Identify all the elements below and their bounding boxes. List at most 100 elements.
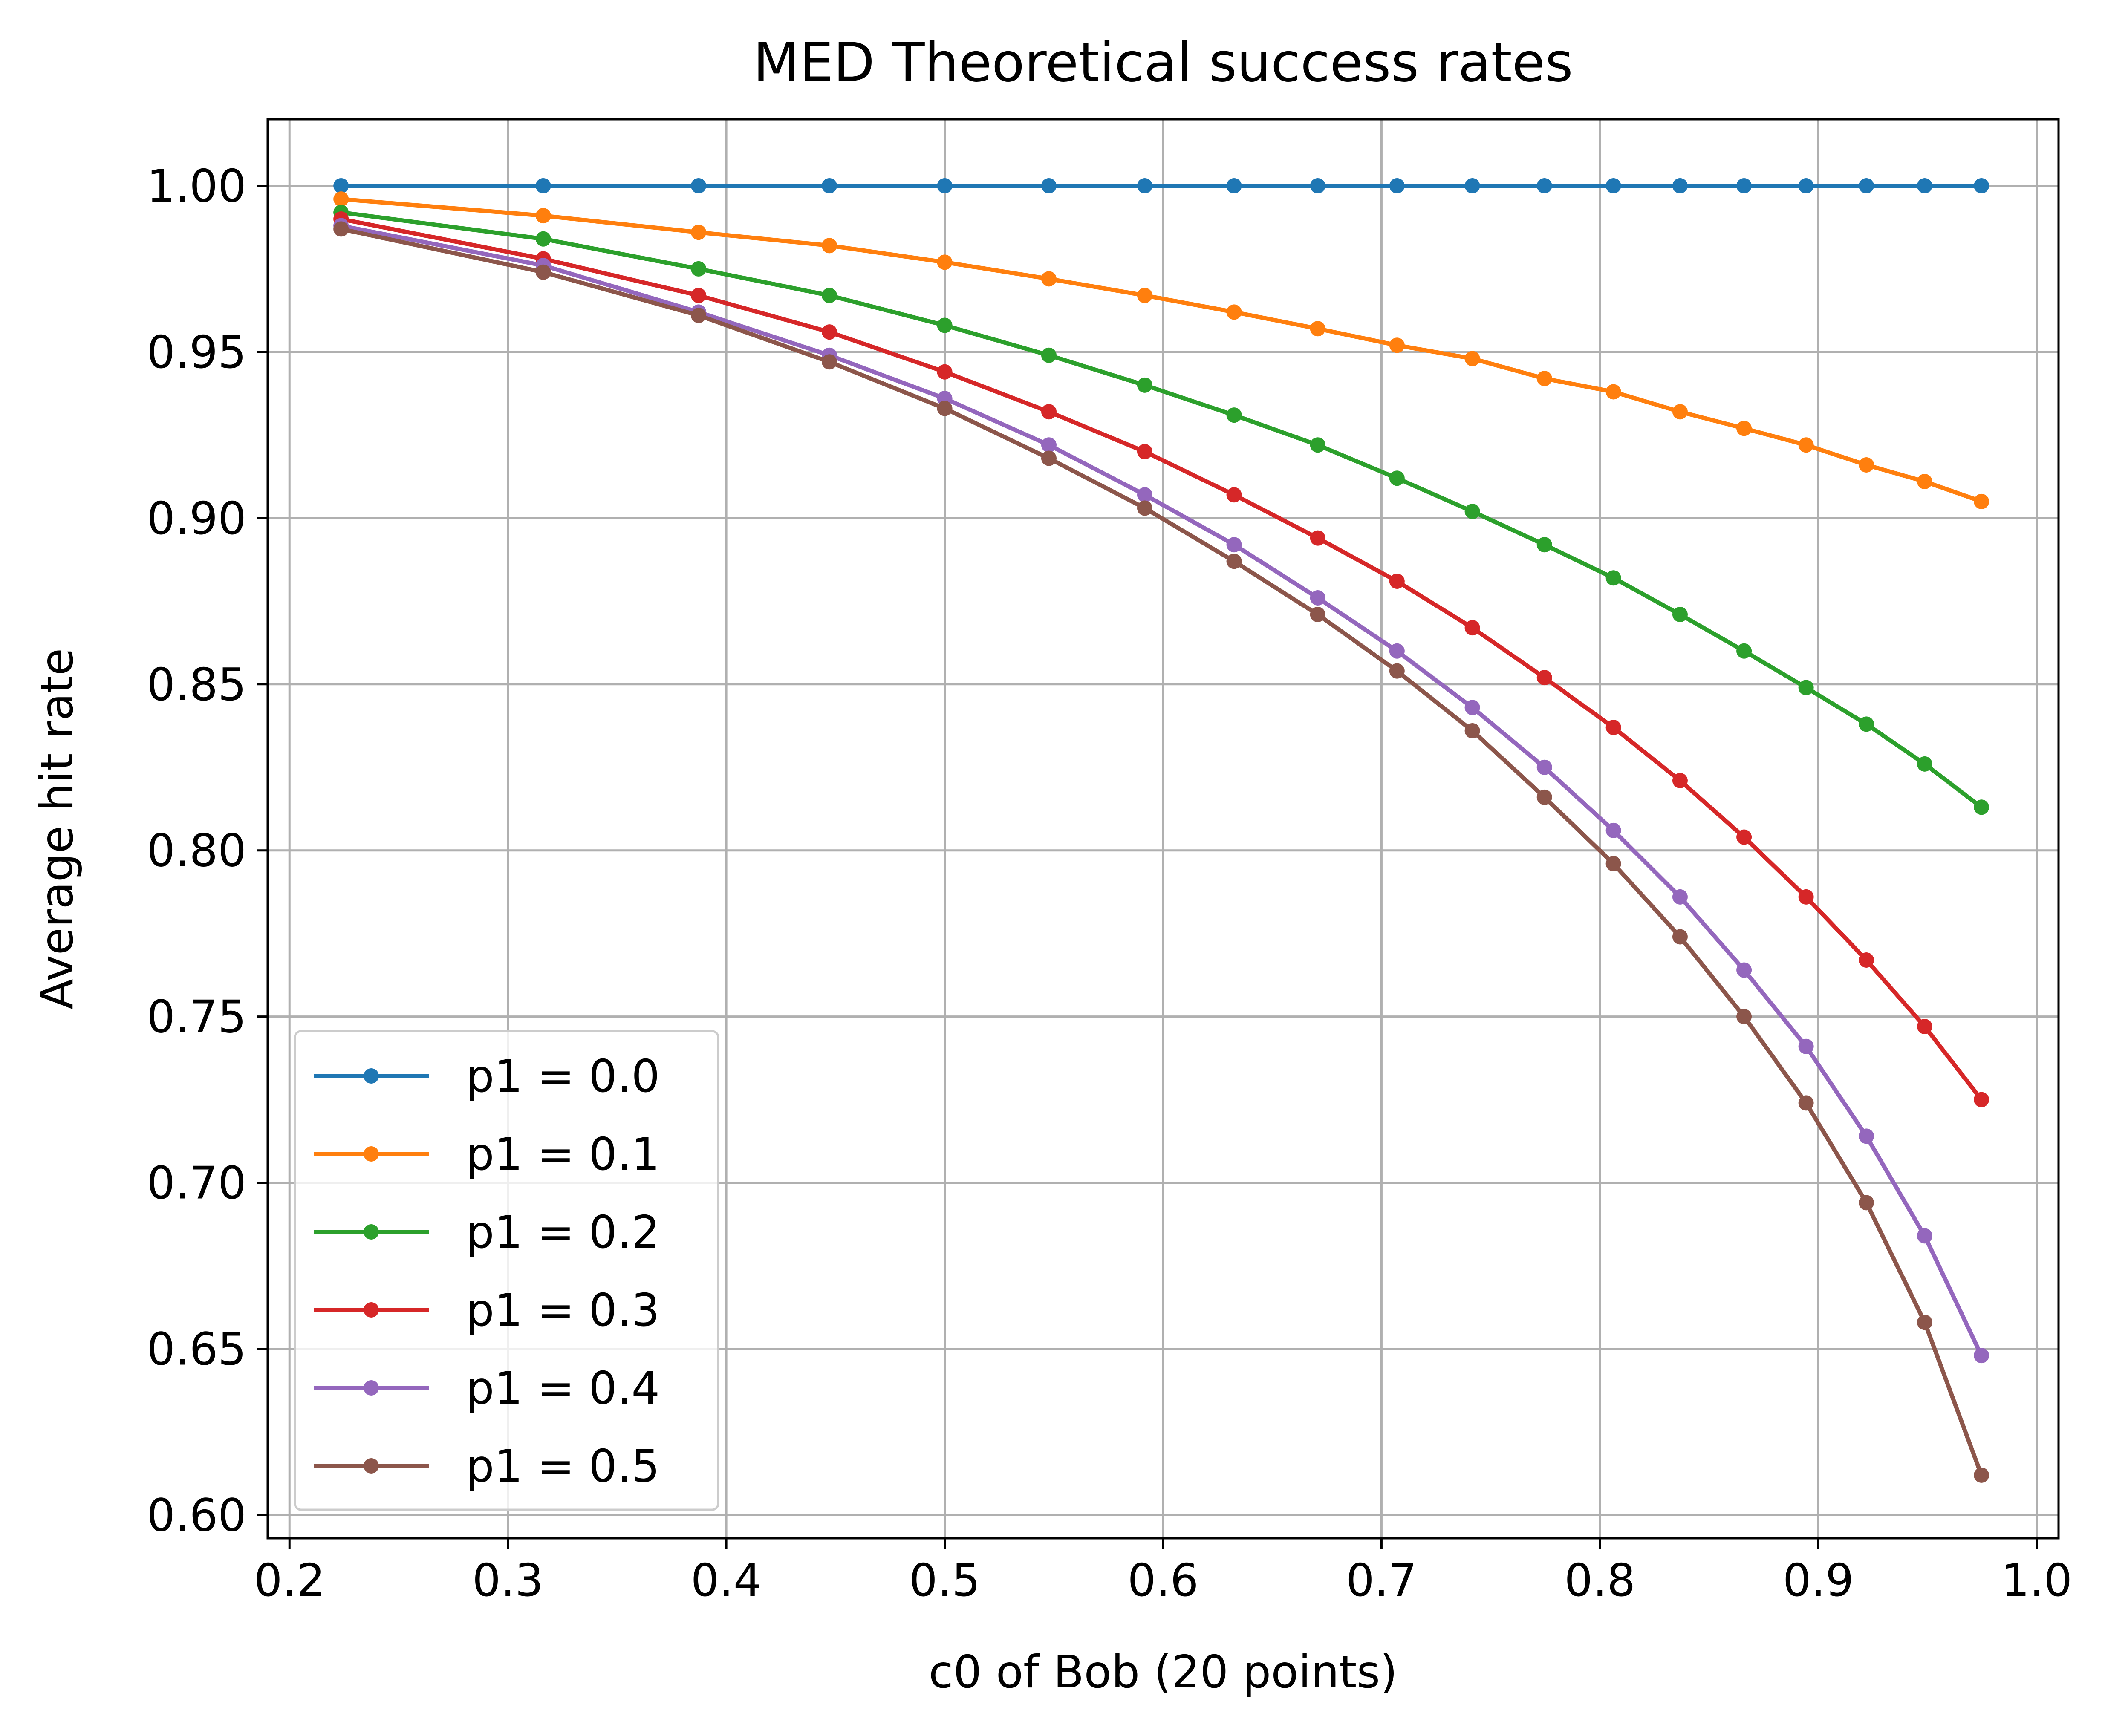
data-point <box>1859 1195 1874 1211</box>
x-tick-label: 0.5 <box>909 1554 980 1606</box>
plot-series <box>333 178 1989 1483</box>
data-point <box>1974 1348 1989 1364</box>
data-point <box>1798 680 1814 695</box>
data-point <box>691 261 707 277</box>
data-point <box>1536 670 1552 686</box>
data-point <box>333 191 349 207</box>
data-point <box>821 238 837 254</box>
data-point <box>1672 773 1688 788</box>
data-point <box>1605 822 1621 838</box>
data-point <box>1974 1467 1989 1483</box>
data-point <box>937 317 953 333</box>
data-point <box>1917 1228 1932 1244</box>
data-point <box>1672 178 1688 193</box>
legend-label: p1 = 0.5 <box>466 1440 660 1492</box>
data-point <box>1917 1315 1932 1330</box>
legend-marker <box>364 1224 379 1240</box>
data-point <box>1389 663 1405 679</box>
legend-label: p1 = 0.3 <box>466 1284 660 1336</box>
data-point <box>1041 437 1057 453</box>
data-point <box>1226 407 1242 423</box>
legend-label: p1 = 0.1 <box>466 1128 660 1180</box>
data-point <box>1041 178 1057 193</box>
data-point <box>937 364 953 380</box>
data-point <box>535 208 551 224</box>
legend: p1 = 0.0 p1 = 0.1 p1 = 0.2 p1 = 0.3 p1 = 0.4… <box>294 1030 719 1511</box>
data-point <box>1041 450 1057 466</box>
data-point <box>1389 178 1405 193</box>
data-point <box>1605 384 1621 400</box>
series-group <box>333 191 1989 509</box>
data-point <box>1310 590 1325 606</box>
data-point <box>1672 404 1688 420</box>
data-point <box>1917 178 1932 193</box>
legend-label: p1 = 0.0 <box>466 1050 660 1102</box>
data-point <box>1389 574 1405 589</box>
x-tick-label: 0.2 <box>254 1554 325 1606</box>
chart-title: MED Theoretical success rates <box>753 31 1573 94</box>
data-point <box>821 178 837 193</box>
legend-label: p1 = 0.4 <box>466 1362 660 1414</box>
data-point <box>1389 643 1405 659</box>
data-point <box>691 178 707 193</box>
series-group <box>333 221 1989 1483</box>
data-point <box>1798 1095 1814 1111</box>
data-point <box>1536 371 1552 386</box>
legend-label: p1 = 0.2 <box>466 1206 660 1258</box>
y-tick-label: 0.75 <box>147 991 246 1043</box>
data-point <box>1226 537 1242 553</box>
data-point <box>821 324 837 340</box>
data-point <box>1310 321 1325 337</box>
y-tick-label: 0.95 <box>147 326 246 378</box>
data-point <box>1859 952 1874 968</box>
legend-box <box>294 1030 719 1511</box>
data-point <box>691 225 707 240</box>
data-point <box>1536 178 1552 193</box>
data-point <box>1310 437 1325 453</box>
data-point <box>937 178 953 193</box>
data-point <box>1310 530 1325 546</box>
data-point <box>1605 856 1621 871</box>
data-point <box>821 354 837 370</box>
data-point <box>1736 421 1752 436</box>
x-tick-label: 1.0 <box>2001 1554 2072 1606</box>
data-point <box>1736 829 1752 845</box>
data-point <box>1917 474 1932 490</box>
data-point <box>1974 178 1989 193</box>
data-point <box>1974 493 1989 509</box>
y-tick-label: 0.70 <box>147 1157 246 1209</box>
data-point <box>1798 889 1814 905</box>
data-point <box>535 231 551 247</box>
data-point <box>1226 178 1242 193</box>
data-point <box>1672 929 1688 945</box>
data-point <box>1464 504 1480 519</box>
data-point <box>937 254 953 270</box>
x-tick-label: 0.3 <box>472 1554 543 1606</box>
data-point <box>1041 404 1057 420</box>
legend-marker <box>364 1458 379 1474</box>
data-point <box>1464 700 1480 715</box>
data-point <box>1736 643 1752 659</box>
data-point <box>1137 487 1152 503</box>
data-point <box>1226 554 1242 569</box>
data-point <box>1310 606 1325 622</box>
y-tick-label: 0.60 <box>147 1489 246 1541</box>
x-tick-label: 0.9 <box>1783 1554 1854 1606</box>
data-point <box>1389 337 1405 353</box>
x-axis-ticks: 0.2 0.3 0.4 0.5 0.6 0.7 0.8 0.9 1.0 <box>254 1538 2072 1606</box>
data-point <box>691 308 707 323</box>
y-tick-label: 0.85 <box>147 659 246 711</box>
grid <box>268 119 2059 1538</box>
data-point <box>1310 178 1325 193</box>
y-tick-label: 0.65 <box>147 1323 246 1375</box>
legend-marker <box>364 1380 379 1396</box>
data-point <box>1536 759 1552 775</box>
data-point <box>1798 1038 1814 1054</box>
data-point <box>1672 606 1688 622</box>
data-point <box>1605 570 1621 586</box>
data-point <box>1041 347 1057 363</box>
x-axis-label: c0 of Bob (20 points) <box>929 1646 1398 1698</box>
data-point <box>1389 470 1405 486</box>
data-point <box>1798 178 1814 193</box>
data-point <box>1137 178 1152 193</box>
